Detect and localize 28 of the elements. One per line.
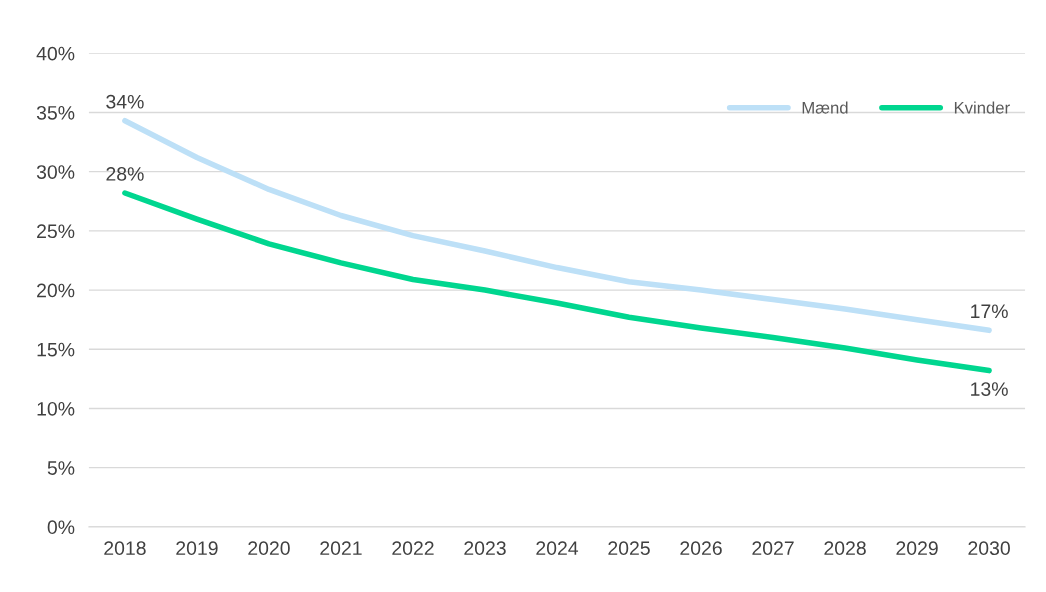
x-tick-label: 2026 <box>680 541 722 556</box>
x-tick-label: 2022 <box>392 541 434 556</box>
x-tick-label: 2021 <box>320 541 362 556</box>
data-label: 17% <box>971 304 1008 319</box>
y-tick-label: 25% <box>37 224 75 239</box>
x-tick-label: 2028 <box>824 541 866 556</box>
x-tick-label: 2024 <box>536 541 579 556</box>
legend-label: Mænd <box>802 101 848 114</box>
y-tick-label: 15% <box>37 342 75 357</box>
y-tick-label: 5% <box>47 461 75 475</box>
legend-label: Kvinder <box>954 101 1010 114</box>
x-tick-label: 2023 <box>464 541 506 556</box>
x-tick-label: 2018 <box>104 541 146 556</box>
y-tick-label: 40% <box>36 46 75 61</box>
data-label: 34% <box>106 94 144 109</box>
x-tick-label: 2020 <box>248 541 290 556</box>
data-label: 13% <box>971 382 1008 396</box>
y-tick-label: 10% <box>37 401 75 416</box>
x-tick-label: 2019 <box>176 541 218 556</box>
y-tick-label: 35% <box>36 105 75 120</box>
data-label: 28% <box>106 167 144 181</box>
y-tick-label: 20% <box>37 283 75 298</box>
y-tick-label: 30% <box>36 165 75 179</box>
y-tick-label: 0% <box>47 520 75 535</box>
x-tick-label: 2029 <box>896 541 938 556</box>
x-tick-label: 2027 <box>752 541 794 556</box>
x-tick-label: 2025 <box>608 541 650 556</box>
x-tick-label: 2030 <box>968 541 1010 556</box>
